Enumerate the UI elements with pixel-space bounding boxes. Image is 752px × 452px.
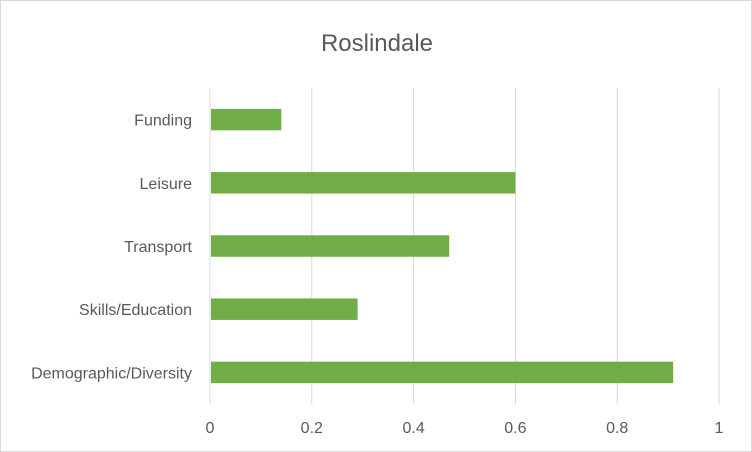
bar-funding xyxy=(211,108,282,131)
bar-leisure xyxy=(211,172,516,194)
bar-transport xyxy=(211,235,450,257)
x-tick-label: 0.8 xyxy=(606,420,628,437)
category-labels: Demographic/Diversity Skills/Education Tra… xyxy=(31,113,192,383)
category-label: Funding xyxy=(134,113,192,130)
x-tick-label: 1 xyxy=(715,420,724,437)
x-tick-label: 0.2 xyxy=(301,420,323,437)
bar-demographic-diversity xyxy=(211,361,674,384)
x-tick-label: 0 xyxy=(206,420,215,437)
category-label: Demographic/Diversity xyxy=(31,365,192,382)
category-label: Leisure xyxy=(140,176,193,193)
bars xyxy=(211,108,674,384)
x-tick-labels: 0 0.2 0.4 0.6 0.8 1 xyxy=(206,420,724,437)
x-tick-label: 0.4 xyxy=(402,420,424,437)
bar-skills-education xyxy=(211,298,358,320)
category-label: Skills/Education xyxy=(79,302,192,319)
chart-title: Roslindale xyxy=(321,30,433,57)
category-label: Transport xyxy=(124,239,192,256)
x-tick-label: 0.6 xyxy=(504,420,526,437)
